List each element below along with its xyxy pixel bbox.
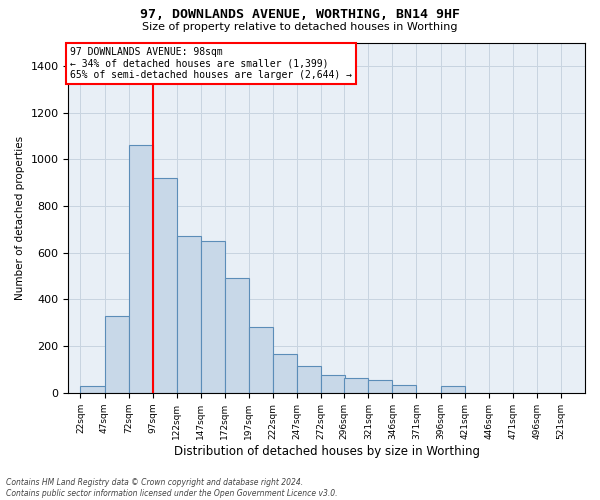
Bar	[80, 386, 104, 393]
Text: Size of property relative to detached houses in Worthing: Size of property relative to detached ho…	[142, 22, 458, 32]
Text: 97 DOWNLANDS AVENUE: 98sqm
← 34% of detached houses are smaller (1,399)
65% of s: 97 DOWNLANDS AVENUE: 98sqm ← 34% of deta…	[70, 47, 352, 80]
Text: 97, DOWNLANDS AVENUE, WORTHING, BN14 9HF: 97, DOWNLANDS AVENUE, WORTHING, BN14 9HF	[140, 8, 460, 20]
Bar	[225, 278, 249, 393]
X-axis label: Distribution of detached houses by size in Worthing: Distribution of detached houses by size …	[174, 444, 480, 458]
Bar	[249, 328, 273, 393]
Bar	[152, 178, 177, 393]
Bar	[128, 146, 152, 393]
Bar	[104, 316, 128, 393]
Y-axis label: Number of detached properties: Number of detached properties	[15, 136, 25, 300]
Bar	[201, 241, 225, 393]
Bar	[321, 376, 345, 393]
Bar	[440, 386, 464, 393]
Bar	[273, 354, 297, 393]
Bar	[344, 378, 368, 393]
Bar	[392, 384, 416, 393]
Text: Contains HM Land Registry data © Crown copyright and database right 2024.
Contai: Contains HM Land Registry data © Crown c…	[6, 478, 337, 498]
Bar	[177, 236, 201, 393]
Bar	[297, 366, 321, 393]
Bar	[368, 380, 392, 393]
